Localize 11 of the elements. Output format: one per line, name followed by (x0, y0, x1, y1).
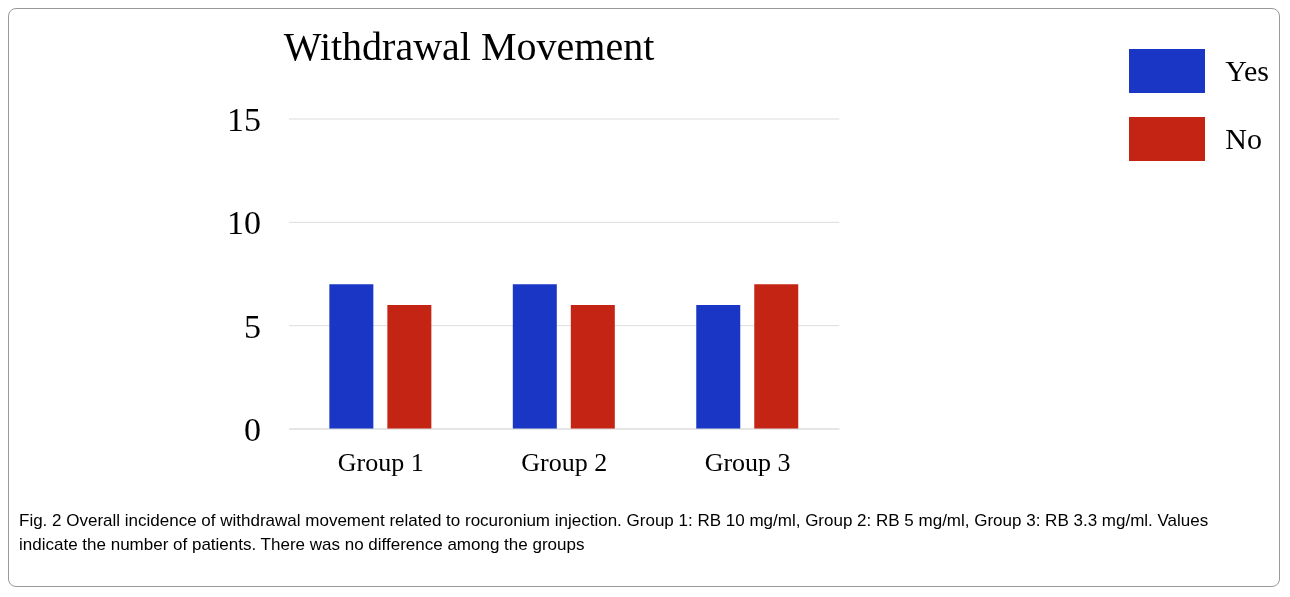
y-tick-label: 0 (244, 411, 261, 449)
x-tick-label: Group 2 (521, 448, 608, 478)
legend-label: Yes (1225, 54, 1269, 88)
x-tick-label: Group 3 (704, 448, 791, 478)
x-tick-label: Group 1 (337, 448, 424, 478)
chart-title: Withdrawal Movement (282, 23, 656, 70)
y-tick-label: 10 (227, 204, 261, 242)
caption: Fig. 2 Overall incidence of withdrawal movement related to rocuronium injection. Group 1: RB 10 mg/ml, Group 2: RB 5 mg/ml, Group 3: RB 3.3 mg/ml. Values indicate the number of patients. There was no difference among the groups (19, 510, 1210, 556)
y-tick-label: 15 (227, 101, 261, 139)
legend-label: No (1225, 122, 1263, 156)
y-tick-label: 5 (244, 307, 261, 345)
